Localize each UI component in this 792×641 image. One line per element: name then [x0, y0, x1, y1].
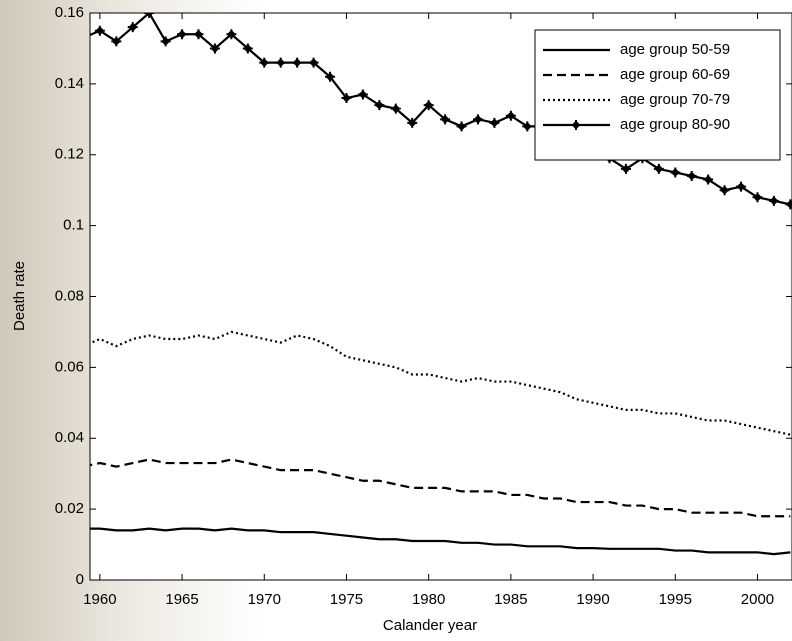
x-tick-label: 1980: [412, 591, 445, 608]
y-tick-label: 0: [76, 571, 84, 588]
x-tick-label: 1970: [248, 591, 281, 608]
marker: [226, 29, 237, 40]
y-tick-label: 0.08: [55, 287, 84, 304]
marker: [768, 195, 779, 206]
x-tick-label: 1965: [165, 591, 198, 608]
marker: [275, 57, 286, 68]
x-tick-label: 1985: [494, 591, 527, 608]
x-axis-label: Calander year: [383, 617, 477, 634]
marker: [620, 163, 631, 174]
marker: [78, 33, 88, 43]
y-tick-label: 0.1: [63, 217, 84, 234]
legend-label: age group 70-79: [620, 91, 730, 108]
marker: [571, 120, 581, 130]
marker: [209, 43, 220, 54]
legend-box: [534, 29, 781, 161]
marker: [736, 181, 747, 192]
x-tick-label: 1960: [83, 591, 116, 608]
marker: [407, 117, 418, 128]
y-tick-label: 0.04: [55, 429, 84, 446]
y-tick-label: 0.12: [55, 146, 84, 163]
x-tick-label: 1990: [576, 591, 609, 608]
marker: [703, 174, 714, 185]
marker: [193, 29, 204, 40]
marker: [719, 185, 730, 196]
series-line: [90, 458, 791, 518]
marker: [440, 114, 451, 125]
marker: [111, 36, 122, 47]
marker: [94, 25, 105, 36]
marker: [127, 22, 138, 33]
marker: [505, 110, 516, 121]
marker: [785, 199, 792, 210]
marker: [242, 43, 253, 54]
marker: [259, 57, 270, 68]
marker: [308, 57, 319, 68]
legend-label: age group 50-59: [620, 41, 730, 58]
marker: [341, 93, 352, 104]
marker: [522, 121, 533, 132]
legend-label: age group 60-69: [620, 66, 730, 83]
marker: [177, 29, 188, 40]
marker: [423, 100, 434, 111]
series-line: [90, 527, 791, 556]
x-tick-label: 1995: [659, 591, 692, 608]
y-tick-label: 0.14: [55, 75, 84, 92]
y-tick-label: 0.02: [55, 500, 84, 517]
marker: [653, 163, 664, 174]
marker: [325, 71, 336, 82]
x-tick-label: 1975: [330, 591, 363, 608]
marker: [292, 57, 303, 68]
marker: [456, 121, 467, 132]
marker: [357, 89, 368, 100]
marker: [489, 117, 500, 128]
marker: [686, 171, 697, 182]
marker: [144, 13, 155, 18]
marker: [472, 114, 483, 125]
marker: [390, 103, 401, 114]
marker: [374, 100, 385, 111]
marker: [670, 167, 681, 178]
marker: [160, 36, 171, 47]
legend-label: age group 80-90: [620, 116, 730, 133]
y-tick-label: 0.16: [55, 4, 84, 21]
y-tick-label: 0.06: [55, 358, 84, 375]
series-line: [90, 330, 791, 436]
marker: [752, 192, 763, 203]
y-axis-label: Death rate: [11, 261, 28, 331]
x-tick-label: 2000: [741, 591, 774, 608]
